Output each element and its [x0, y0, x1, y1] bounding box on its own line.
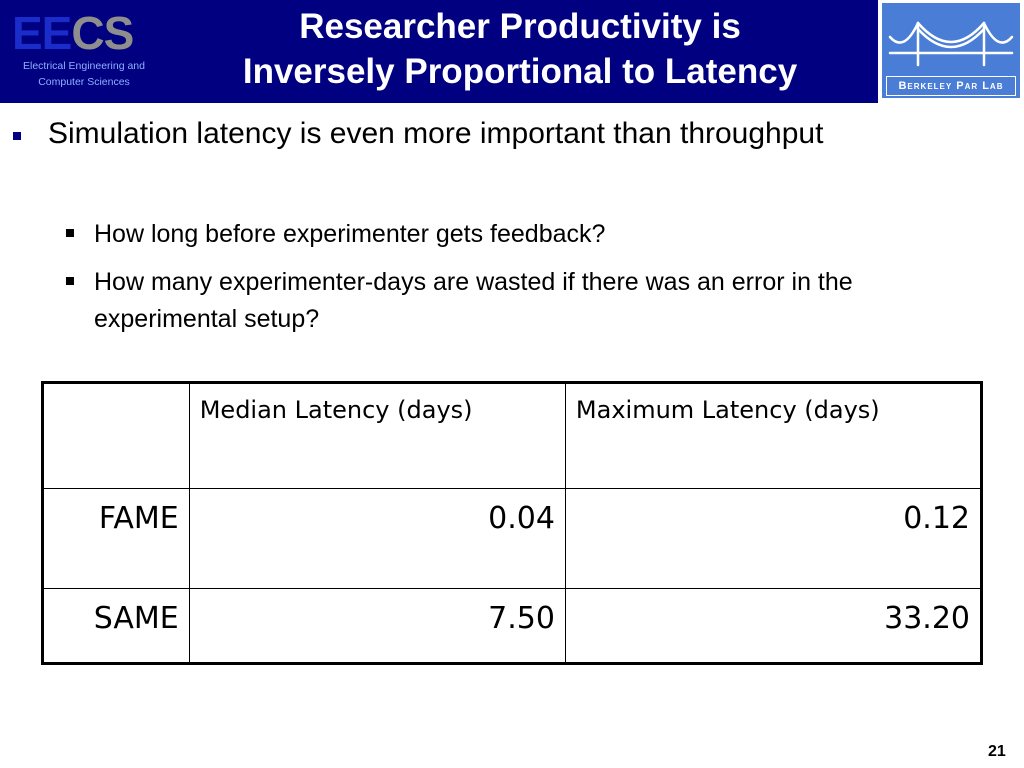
table-header-cell	[42, 382, 190, 489]
eecs-subtitle-line2: Computer Sciences	[38, 76, 130, 88]
table-cell: 7.50	[188, 588, 566, 664]
bridge-icon	[888, 21, 1014, 67]
slide-header: EECS Electrical Engineering and Computer…	[0, 0, 1024, 103]
par-lab-label: Berkeley Par Lab	[886, 76, 1016, 96]
par-lab-logo-panel: Berkeley Par Lab	[882, 3, 1020, 98]
table-header-row: Median Latency (days) Maximum Latency (d…	[42, 382, 983, 489]
sub-bullet-square-icon	[66, 229, 74, 237]
table-cell: 0.04	[188, 488, 566, 589]
slide-title-line2: Inversely Proportional to Latency	[242, 52, 798, 91]
table-cell: 33.20	[564, 588, 983, 664]
eecs-logo: EECS Electrical Engineering and Computer…	[8, 6, 168, 94]
bullet-main: Simulation latency is even more importan…	[48, 117, 824, 150]
table-cell: 0.12	[564, 488, 983, 589]
sub-bullet-square-icon	[66, 277, 74, 285]
par-lab-logo: Berkeley Par Lab	[878, 0, 1024, 103]
eecs-subtitle: Electrical Engineering and Computer Scie…	[8, 58, 160, 90]
table-header-cell: Median Latency (days)	[188, 382, 566, 489]
eecs-cs: CS	[71, 7, 134, 59]
eecs-ee: EE	[12, 7, 72, 59]
slide-title: Researcher Productivity is Inversely Pro…	[170, 4, 870, 94]
bullet-square-icon	[13, 132, 21, 140]
eecs-subtitle-line1: Electrical Engineering and	[23, 60, 145, 72]
latency-table: Median Latency (days) Maximum Latency (d…	[41, 381, 983, 665]
page-number: 21	[988, 743, 1006, 760]
table-row-label: FAME	[42, 488, 190, 589]
table-row: FAME 0.04 0.12	[42, 488, 983, 589]
slide-title-line1: Researcher Productivity is	[299, 7, 741, 46]
eecs-wordmark: EECS	[12, 7, 134, 59]
table-row: SAME 7.50 33.20	[42, 588, 983, 664]
sub-bullet-2: How many experimenter-days are wasted if…	[94, 268, 853, 333]
table-header-cell: Maximum Latency (days)	[564, 382, 983, 489]
sub-bullet-1: How long before experimenter gets feedba…	[94, 220, 606, 248]
table-row-label: SAME	[42, 588, 190, 664]
